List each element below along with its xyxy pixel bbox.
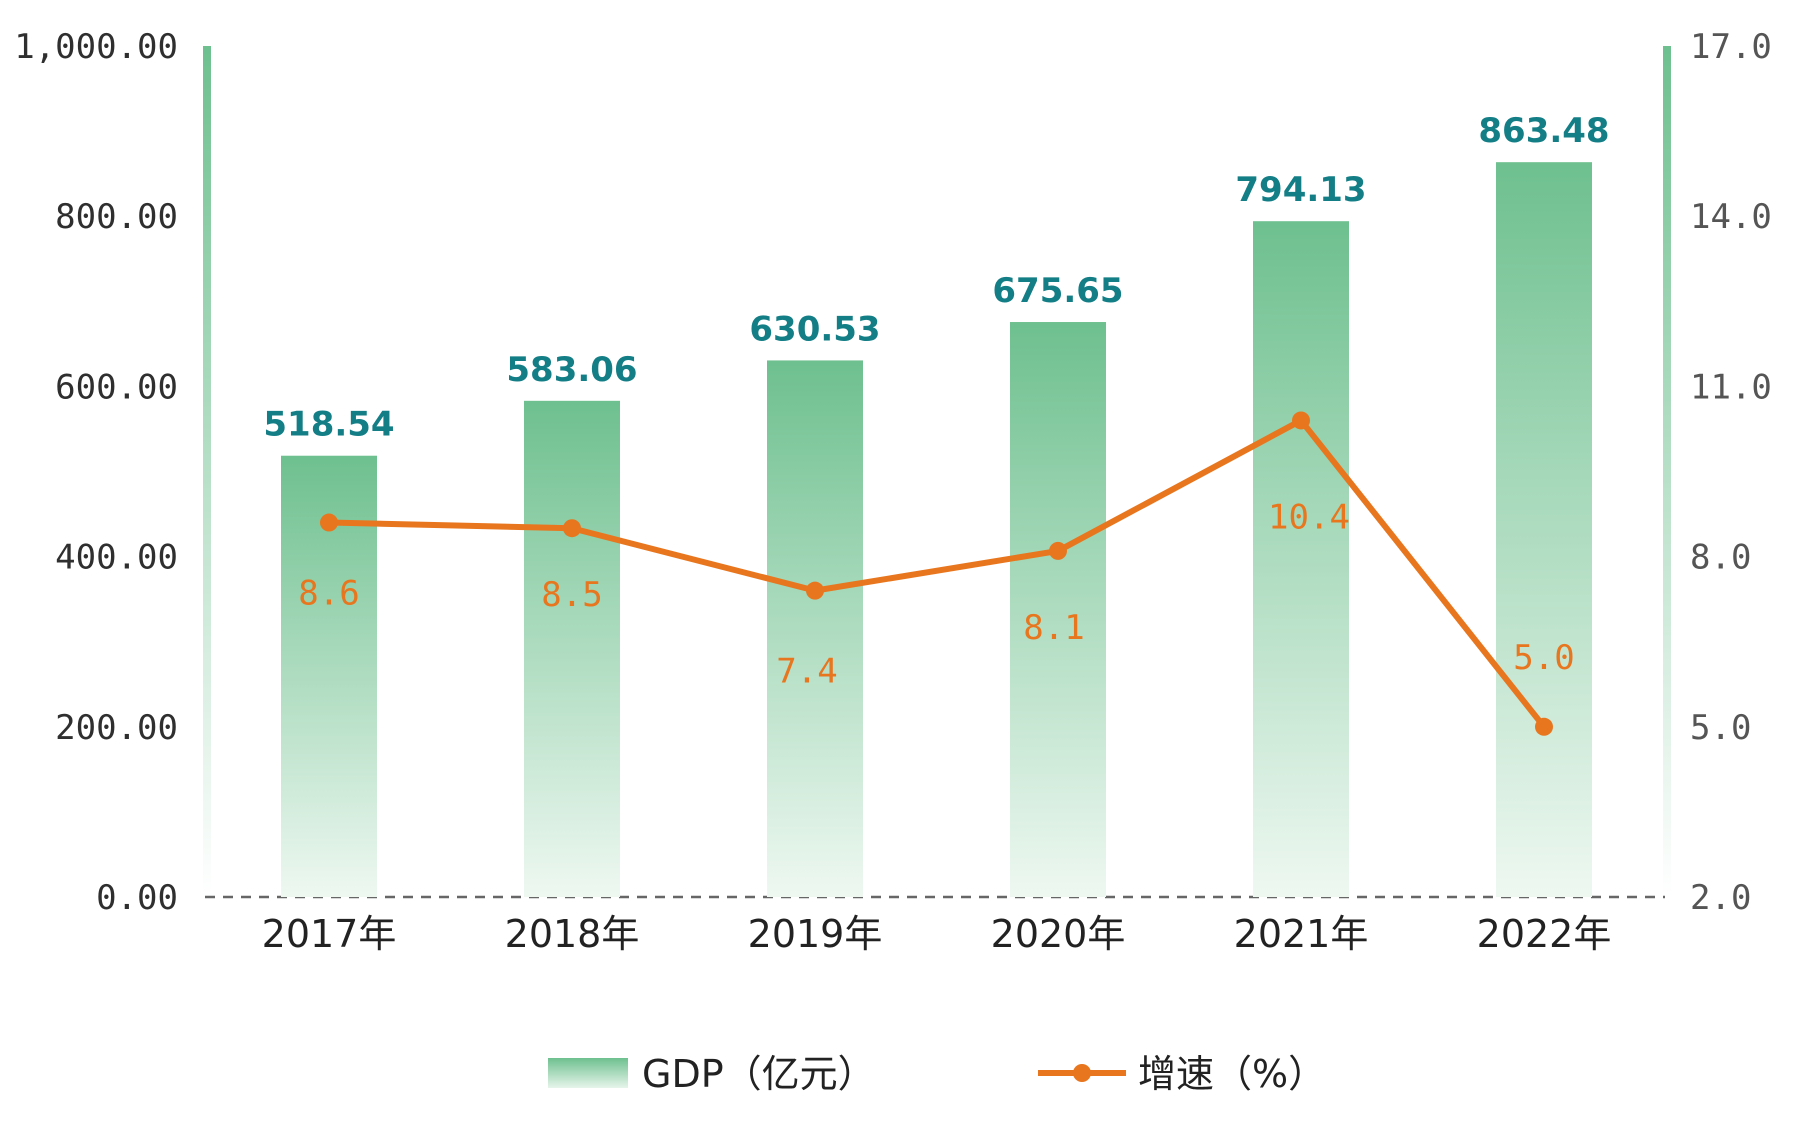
gdp-bar-label: 583.06 [506, 350, 637, 390]
left-tick-label: 200.00 [55, 708, 178, 748]
growth-label: 8.6 [298, 574, 359, 614]
left-tick-label: 400.00 [55, 538, 178, 578]
growth-label: 10.4 [1268, 497, 1350, 537]
category-label: 2018年 [505, 912, 640, 956]
category-label: 2020年 [991, 912, 1126, 956]
gdp-bar-label: 518.54 [263, 405, 394, 445]
right-tick-label: 11.0 [1690, 367, 1772, 407]
left-tick-label: 1,000.00 [14, 27, 178, 67]
category-label: 2021年 [1234, 912, 1369, 956]
category-label: 2019年 [748, 912, 883, 956]
legend-label-gdp: GDP（亿元） [642, 1052, 876, 1096]
right-axis-line [1663, 46, 1671, 897]
right-tick-label: 17.0 [1690, 27, 1772, 67]
gdp-bar-label: 630.53 [749, 309, 880, 349]
gdp-bar-label: 794.13 [1235, 170, 1366, 210]
gdp-bar [1496, 162, 1592, 897]
right-tick-label: 2.0 [1690, 878, 1751, 918]
category-label: 2017年 [262, 912, 397, 956]
growth-point [1049, 541, 1067, 560]
legend-marker-growth [1073, 1064, 1091, 1082]
growth-point [320, 513, 338, 532]
growth-label: 8.1 [1023, 608, 1084, 648]
growth-point [563, 519, 581, 538]
growth-label: 8.5 [541, 575, 602, 615]
right-tick-label: 8.0 [1690, 538, 1751, 578]
gdp-bar-label: 863.48 [1478, 111, 1609, 151]
legend-label-growth: 增速（%） [1138, 1052, 1326, 1096]
growth-point [1292, 411, 1310, 430]
growth-line [328, 417, 1547, 729]
right-tick-label: 14.0 [1690, 197, 1772, 237]
growth-point [806, 581, 824, 600]
gdp-bar-label: 675.65 [992, 271, 1123, 311]
left-tick-label: 0.00 [96, 878, 178, 918]
gdp-bar [1253, 221, 1349, 897]
growth-label: 5.0 [1513, 638, 1574, 678]
gdp-bar [524, 400, 620, 897]
left-tick-label: 600.00 [55, 367, 178, 407]
left-tick-label: 800.00 [55, 197, 178, 237]
category-label: 2022年 [1477, 912, 1612, 956]
legend-swatch-gdp [548, 1058, 628, 1088]
right-tick-label: 5.0 [1690, 708, 1751, 748]
growth-point [1535, 717, 1553, 736]
gdp-bar [1010, 322, 1106, 897]
gdp-bar [767, 360, 863, 898]
growth-label: 7.4 [776, 652, 837, 692]
left-axis-line [203, 46, 211, 897]
